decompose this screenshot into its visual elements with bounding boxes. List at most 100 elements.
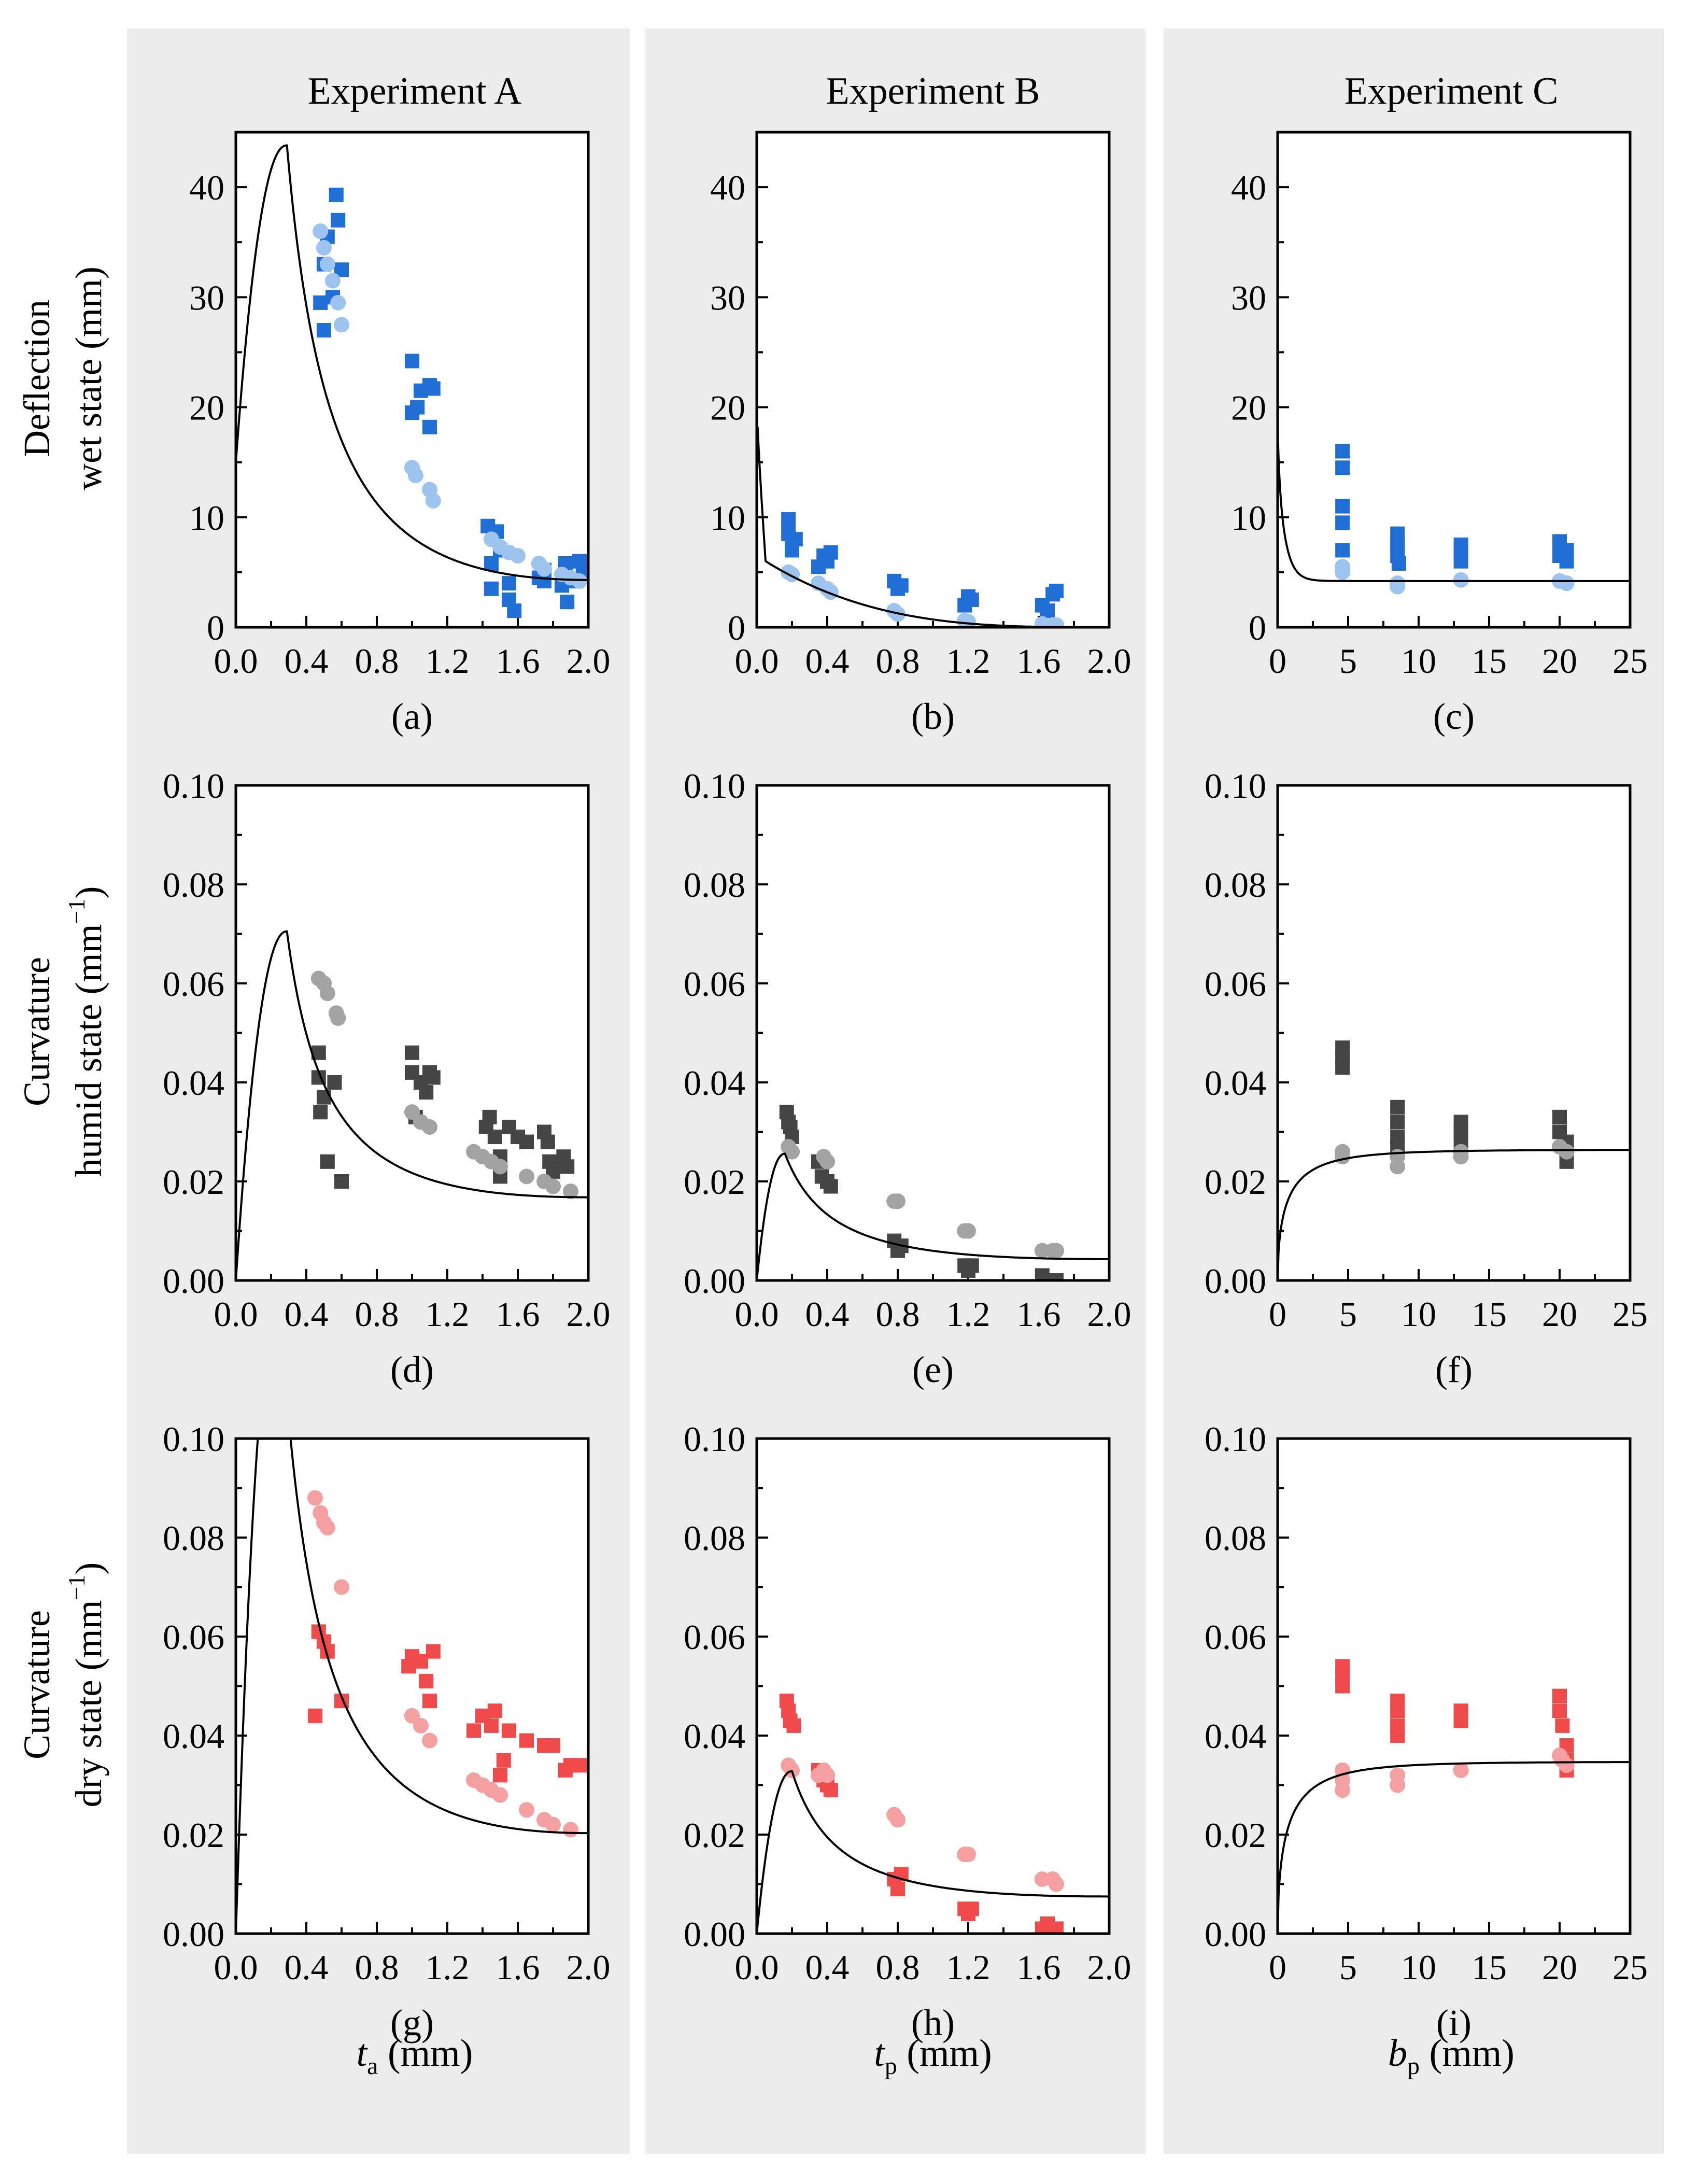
plot-frame [755,131,1111,629]
data-point-square [426,1644,441,1659]
x-tick-label: 10 [1401,1294,1436,1334]
row-label-humid-line1: Curvature [16,957,58,1106]
data-point-circle [1453,1762,1469,1778]
data-point-circle [1049,1243,1064,1259]
data-point-circle [563,1183,578,1200]
chart-c: 0 5 10 15 20 25 0 10 20 30 40 (c) [1231,131,1648,737]
data-point-circle [319,985,335,1002]
data-point-square [329,187,344,202]
x-tick-label: 10 [1401,1948,1436,1987]
data-point-square [572,1758,587,1773]
x-tick-label: 0.4 [285,1294,329,1334]
y-tick-label: 0.08 [163,1518,224,1558]
y-tick-label: 0.04 [1205,1063,1266,1103]
chart-i: 0 5 10 15 20 25 0.00 0.02 0.04 0.06 0.08 0.10 (i) [1205,1419,1648,2044]
chart-e: 0.0 0.4 0.8 1.2 1.6 2.0 0.00 0.02 0.04 0.06 0.08 0.… [684,766,1131,1390]
model-curve [757,1152,1109,1280]
y-tick-label: 40 [1231,168,1266,207]
data-point-square [405,354,419,369]
data-point-square [1390,1703,1405,1718]
data-point-square [890,1882,905,1897]
xlabel-c: bp (mm) [1388,2032,1515,2080]
row-label-wet-line1: Deflection [16,300,58,457]
xlabel-b-sub: p [885,2052,897,2080]
row-label-dry-close: ) [68,1562,109,1575]
x-tick-label: 2.0 [1087,1294,1131,1334]
row-label-dry-line1: Curvature [16,1610,58,1759]
row-label-wet: Deflection wet state (mm) [16,266,109,490]
data-point-circle [319,256,335,272]
y-tick-label: 0 [207,608,224,647]
x-tick-label: 2.0 [567,1294,611,1334]
data-point-circle [334,1579,349,1595]
model-curve [1278,1149,1630,1280]
y-tick-label: 30 [1231,278,1266,317]
axis-ticks: 0 5 10 15 20 25 0.00 0.02 0.04 0.06 0.08 0.10 [1205,766,1648,1334]
data-point-square [1335,499,1350,514]
y-tick-label: 0.04 [684,1063,745,1103]
data-point-square [317,1090,331,1105]
charts: 0.0 0.4 0.8 1.2 1.6 2.0 0 10 20 30 40 (a) 0.0 0.4 0.8 1… [163,131,1648,2044]
x-tick-label: 20 [1542,641,1577,681]
data-point-circle [425,492,441,509]
plot-frame [755,1437,1111,1935]
x-tick-label: 0.8 [876,641,920,681]
y-tick-label: 0.00 [684,1261,745,1301]
data-point-square [308,1708,322,1723]
data-point-circle [1390,1159,1406,1175]
panel-label: (d) [390,1349,434,1390]
data-point-square [1335,543,1350,558]
data-point-square [1049,1273,1064,1280]
x-tick-label: 5 [1339,641,1357,681]
data-point-square [786,1718,801,1733]
panel-label: (g) [390,2002,434,2044]
data-point-square [313,1105,328,1120]
data-point-square [1335,1679,1350,1694]
axis-ticks: 0.0 0.4 0.8 1.2 1.6 2.0 0.00 0.02 0.04 0.06 0.08 0.… [163,1419,611,1987]
data-point-circle [563,1822,578,1838]
plot-frame [234,1437,590,1935]
data-point-square [1390,1115,1405,1130]
data-layer [1278,1659,1630,1934]
data-point-square [823,1179,838,1194]
x-tick-label: 1.6 [496,1294,540,1334]
x-tick-label: 25 [1612,1948,1648,1987]
chart-a: 0.0 0.4 0.8 1.2 1.6 2.0 0 10 20 30 40 (a) [189,131,611,737]
model-curve [236,144,588,581]
axis-ticks: 0.0 0.4 0.8 1.2 1.6 2.0 0.00 0.02 0.04 0.06 0.08 0.… [684,1419,1131,1987]
x-tick-label: 0.0 [735,641,779,681]
data-point-circle [334,317,349,333]
data-point-square [1552,1703,1567,1718]
model-curve [1278,429,1630,582]
data-point-circle [316,239,332,256]
x-tick-label: 2.0 [567,1948,611,1987]
x-tick-label: 0.4 [805,1294,850,1334]
data-point-circle [307,1490,323,1506]
y-tick-label: 0.00 [1205,1261,1266,1301]
y-tick-label: 0.02 [684,1162,745,1202]
data-point-circle [313,223,329,239]
x-tick-label: 25 [1612,1294,1648,1334]
data-point-square [405,1045,419,1060]
data-point-square [546,1738,560,1753]
x-tick-label: 0.0 [214,1948,258,1987]
data-point-circle [1559,1144,1575,1160]
data-point-square [1559,554,1574,569]
row-label-humid-sup: −1 [63,899,90,924]
chart-d: 0.0 0.4 0.8 1.2 1.6 2.0 0.00 0.02 0.04 0.06 0.08 0.… [163,766,611,1390]
data-point-square [422,1694,437,1709]
panel-label: (i) [1436,2002,1471,2044]
data-point-square [964,592,979,607]
y-tick-label: 0.08 [1205,1518,1266,1558]
plot-frame [1276,131,1632,629]
model-curve [236,1439,588,1934]
plot-area [1278,785,1630,1280]
data-point-square [484,581,499,596]
row-label-wet-line2-text: wet state (mm) [68,266,109,490]
data-point-square [1335,460,1350,475]
data-point-circle [1453,1149,1469,1165]
x-tick-label: 0.8 [876,1294,920,1334]
data-point-circle [1335,1149,1351,1165]
y-tick-label: 40 [189,168,224,207]
y-tick-label: 0.02 [684,1815,745,1855]
